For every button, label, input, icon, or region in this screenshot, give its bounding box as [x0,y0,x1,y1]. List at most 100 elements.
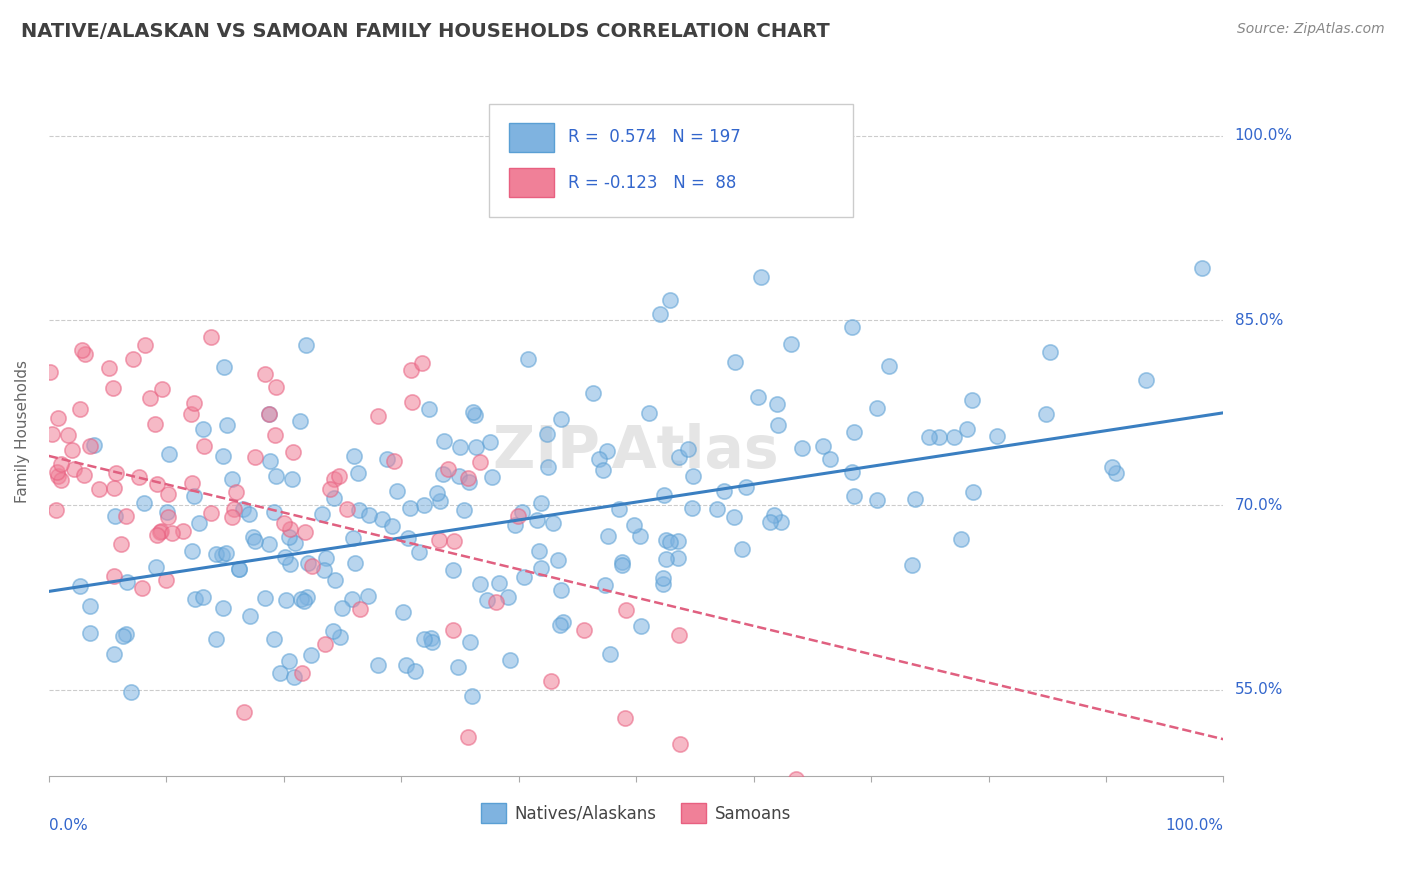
Point [648,307,671,321]
Point [457,731,479,745]
Point [623,518,645,533]
Point [121,351,143,366]
Point [759,515,782,529]
Point [956,422,979,436]
Point [464,409,486,423]
Point [288,414,311,428]
Point [399,501,422,516]
Point [651,577,673,591]
Point [257,407,280,421]
Point [630,529,652,543]
Point [259,407,281,421]
Point [550,412,572,426]
Legend: Natives/Alaskans, Samoans: Natives/Alaskans, Samoans [474,797,797,830]
Point [1035,407,1057,421]
Point [765,397,787,411]
Point [411,356,433,370]
Point [478,434,501,449]
Point [232,502,254,516]
Point [367,658,389,673]
Point [413,498,436,512]
Point [536,459,558,474]
Point [221,510,243,524]
Point [103,481,125,495]
Point [87,482,110,496]
Point [214,545,236,559]
Point [841,319,863,334]
Point [45,465,67,479]
Point [232,705,254,719]
Point [222,501,245,516]
Point [295,338,318,352]
Point [156,487,179,501]
Point [433,434,456,448]
Point [191,422,214,436]
Point [551,615,574,629]
Point [458,475,481,490]
Point [181,544,204,558]
Point [582,386,605,401]
Point [115,575,138,590]
Point [468,454,491,468]
Point [669,737,692,751]
Point [962,484,984,499]
Point [375,451,398,466]
Point [49,473,72,487]
Point [655,551,678,566]
Point [668,450,690,465]
Text: 85.0%: 85.0% [1234,313,1282,328]
Point [485,595,508,609]
Point [111,629,134,643]
Point [211,548,233,562]
Point [145,476,167,491]
FancyBboxPatch shape [509,168,554,197]
Point [596,443,619,458]
Point [75,347,97,361]
Point [188,516,211,530]
Point [427,533,450,548]
Point [322,624,344,639]
Point [243,450,266,465]
Point [505,517,527,532]
Point [530,495,553,509]
Point [253,591,276,606]
Point [115,627,138,641]
Point [257,537,280,551]
Point [69,579,91,593]
Point [666,550,689,565]
Point [297,556,319,570]
Point [596,528,619,542]
Point [349,601,371,615]
Point [340,592,363,607]
Point [676,442,699,456]
Point [104,508,127,523]
Point [157,447,180,461]
Point [475,593,498,607]
Point [655,533,678,548]
Point [269,665,291,680]
Point [156,505,179,519]
Text: NATIVE/ALASKAN VS SAMOAN FAMILY HOUSEHOLDS CORRELATION CHART: NATIVE/ALASKAN VS SAMOAN FAMILY HOUSEHOL… [21,22,830,41]
Text: 0.0%: 0.0% [49,818,87,832]
Point [200,506,222,520]
Point [392,605,415,619]
Point [347,467,370,481]
Point [723,510,745,524]
Point [877,359,900,373]
Point [238,508,260,522]
Point [1105,466,1128,480]
Point [150,524,173,539]
Point [713,483,735,498]
Point [103,569,125,583]
Point [682,469,704,483]
Point [903,491,925,506]
Point [516,351,538,366]
Point [294,524,316,539]
Point [457,471,479,485]
Point [418,402,440,417]
Point [277,654,299,668]
Point [382,454,405,468]
Point [83,438,105,452]
Point [747,390,769,404]
Point [468,577,491,591]
